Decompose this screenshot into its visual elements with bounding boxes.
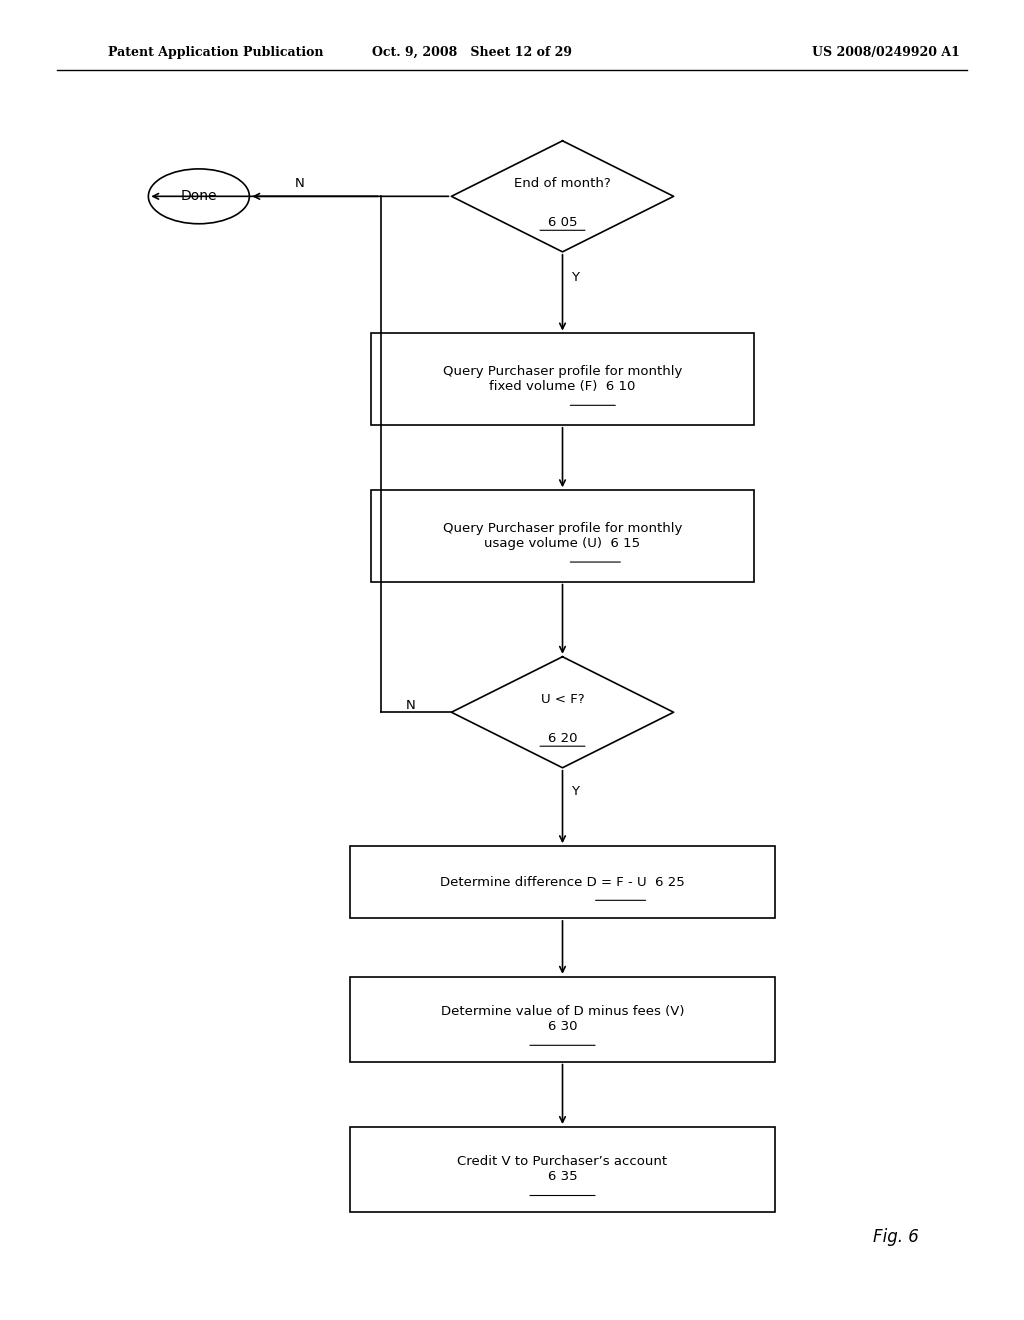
Text: Fig. 6: Fig. 6 [872,1229,919,1246]
FancyBboxPatch shape [371,334,755,425]
Text: Query Purchaser profile for monthly
usage volume (U)  6 15: Query Purchaser profile for monthly usag… [442,521,682,550]
Text: End of month?: End of month? [514,177,611,190]
Text: U < F?: U < F? [541,693,585,706]
Text: 6 05: 6 05 [548,216,578,228]
Ellipse shape [148,169,250,224]
Text: Y: Y [570,785,579,797]
FancyBboxPatch shape [371,490,755,582]
Text: Y: Y [570,272,579,285]
Text: Determine value of D minus fees (V)
6 30: Determine value of D minus fees (V) 6 30 [440,1006,684,1034]
Text: Determine difference D = F - U  6 25: Determine difference D = F - U 6 25 [440,875,685,888]
Text: Oct. 9, 2008   Sheet 12 of 29: Oct. 9, 2008 Sheet 12 of 29 [372,46,571,59]
Text: Credit V to Purchaser’s account
6 35: Credit V to Purchaser’s account 6 35 [458,1155,668,1184]
Text: Patent Application Publication: Patent Application Publication [108,46,324,59]
FancyBboxPatch shape [350,846,774,917]
FancyBboxPatch shape [350,1127,774,1212]
Text: 6 20: 6 20 [548,731,578,744]
Text: N: N [295,177,305,190]
Text: Done: Done [180,189,217,203]
Text: Query Purchaser profile for monthly
fixed volume (F)  6 10: Query Purchaser profile for monthly fixe… [442,366,682,393]
FancyBboxPatch shape [350,977,774,1061]
Text: US 2008/0249920 A1: US 2008/0249920 A1 [812,46,959,59]
Text: N: N [407,700,416,713]
